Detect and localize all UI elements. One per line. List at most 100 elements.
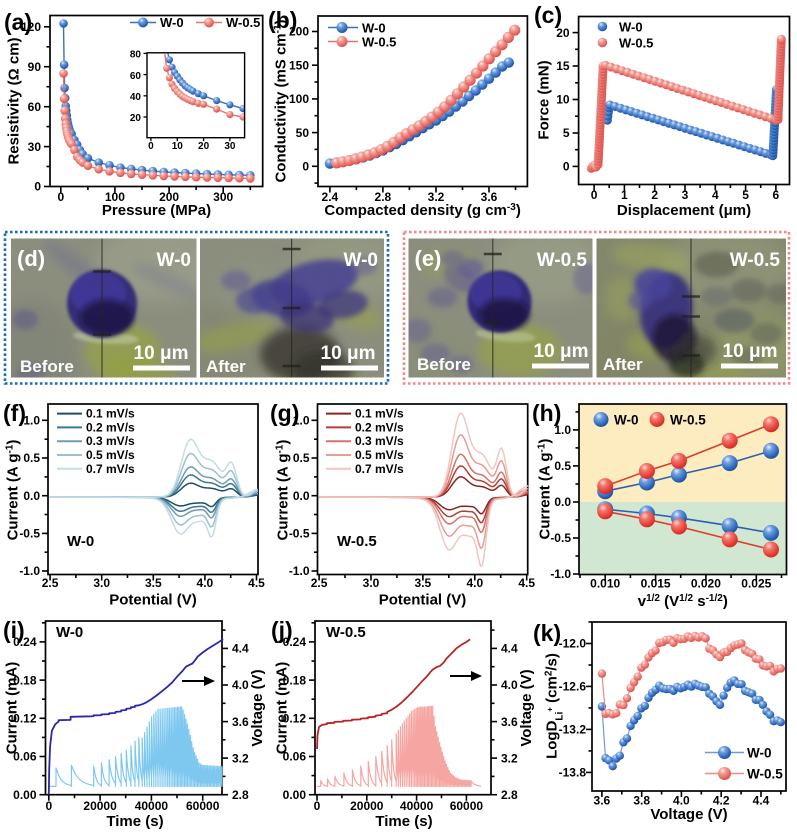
svg-text:(a): (a) — [4, 9, 32, 35]
svg-text:After: After — [603, 355, 643, 374]
svg-text:60: 60 — [28, 100, 42, 114]
svg-text:300: 300 — [213, 190, 233, 204]
svg-text:2.5: 2.5 — [311, 576, 328, 590]
svg-text:0.0: 0.0 — [23, 489, 40, 503]
svg-text:3.2: 3.2 — [501, 751, 518, 765]
svg-text:0.2 mV/s: 0.2 mV/s — [355, 420, 404, 434]
svg-text:1: 1 — [621, 188, 628, 202]
svg-text:W-0.5: W-0.5 — [619, 36, 653, 51]
svg-text:0.7 mV/s: 0.7 mV/s — [86, 462, 135, 476]
svg-text:Pressure (MPa): Pressure (MPa) — [102, 202, 211, 219]
svg-text:150: 150 — [289, 58, 309, 72]
svg-text:4: 4 — [712, 188, 719, 202]
svg-text:4.0: 4.0 — [501, 678, 518, 692]
svg-text:0.5: 0.5 — [293, 451, 310, 465]
svg-text:20: 20 — [198, 141, 210, 152]
svg-text:-1.0: -1.0 — [550, 567, 571, 581]
svg-text:(k): (k) — [533, 620, 561, 646]
svg-text:Current (A g-1): Current (A g-1) — [536, 439, 554, 540]
svg-text:Voltage (V): Voltage (V) — [249, 669, 266, 746]
svg-text:(f): (f) — [3, 400, 26, 426]
svg-text:Voltage (V): Voltage (V) — [650, 806, 727, 823]
svg-text:10 μm: 10 μm — [723, 341, 778, 362]
svg-text:4.0: 4.0 — [197, 576, 214, 590]
svg-text:30: 30 — [224, 141, 236, 152]
svg-text:10 μm: 10 μm — [534, 341, 589, 362]
svg-text:W-0: W-0 — [362, 21, 386, 36]
svg-text:0.3 mV/s: 0.3 mV/s — [86, 434, 135, 448]
svg-text:2.8: 2.8 — [501, 788, 518, 802]
svg-text:10: 10 — [172, 141, 184, 152]
svg-text:15: 15 — [556, 59, 570, 73]
svg-text:(i): (i) — [3, 617, 25, 643]
svg-text:4.4: 4.4 — [232, 642, 249, 656]
svg-text:After: After — [206, 357, 246, 376]
svg-text:(b): (b) — [268, 7, 297, 33]
svg-text:-12.6: -12.6 — [559, 680, 587, 694]
svg-text:40000: 40000 — [400, 799, 434, 813]
svg-text:4.4: 4.4 — [753, 794, 770, 808]
svg-text:W-0: W-0 — [67, 533, 94, 550]
svg-text:0: 0 — [57, 190, 64, 204]
svg-text:0: 0 — [314, 799, 321, 813]
svg-text:60: 60 — [130, 71, 142, 82]
svg-text:-1.0: -1.0 — [289, 564, 310, 578]
svg-text:100: 100 — [289, 92, 309, 106]
svg-text:W-0.5: W-0.5 — [337, 533, 377, 550]
svg-text:0.00: 0.00 — [283, 788, 307, 802]
svg-text:-12.0: -12.0 — [559, 637, 587, 651]
svg-text:3.0: 3.0 — [363, 576, 380, 590]
svg-text:80: 80 — [130, 50, 142, 61]
svg-text:0.020: 0.020 — [691, 577, 721, 591]
svg-text:90: 90 — [28, 60, 42, 74]
svg-text:Current (mA): Current (mA) — [274, 662, 291, 755]
svg-text:W-0.5: W-0.5 — [747, 767, 783, 782]
svg-text:W-0: W-0 — [747, 746, 771, 761]
svg-text:(c): (c) — [534, 2, 562, 28]
svg-text:W-0: W-0 — [619, 20, 643, 35]
svg-text:Time (s): Time (s) — [375, 813, 432, 830]
svg-text:W-0: W-0 — [614, 413, 638, 428]
svg-text:20000: 20000 — [83, 799, 117, 813]
svg-text:4.4: 4.4 — [501, 642, 518, 656]
svg-text:3.6: 3.6 — [594, 794, 611, 808]
svg-text:2.5: 2.5 — [42, 576, 59, 590]
svg-text:Force (mN): Force (mN) — [536, 60, 553, 139]
svg-text:-0.5: -0.5 — [289, 527, 310, 541]
svg-text:Current (A g-1): Current (A g-1) — [4, 440, 22, 541]
svg-text:0: 0 — [45, 799, 52, 813]
svg-text:4.0: 4.0 — [466, 576, 483, 590]
svg-text:30: 30 — [28, 140, 42, 154]
svg-text:3.8: 3.8 — [633, 794, 650, 808]
svg-text:(g): (g) — [270, 400, 299, 426]
svg-text:10: 10 — [556, 93, 570, 107]
svg-text:W-0.5: W-0.5 — [670, 413, 706, 428]
svg-text:2.8: 2.8 — [232, 788, 249, 802]
svg-text:W-0: W-0 — [56, 624, 83, 641]
svg-text:3.2: 3.2 — [232, 751, 249, 765]
svg-text:0.015: 0.015 — [641, 577, 671, 591]
svg-text:40000: 40000 — [135, 799, 169, 813]
svg-text:0.7 mV/s: 0.7 mV/s — [355, 462, 404, 476]
svg-text:W-0.5: W-0.5 — [730, 250, 781, 271]
svg-text:60000: 60000 — [186, 799, 220, 813]
svg-text:-1.0: -1.0 — [19, 564, 40, 578]
svg-text:3.6: 3.6 — [232, 715, 249, 729]
svg-text:(d): (d) — [17, 246, 45, 271]
svg-text:10 μm: 10 μm — [134, 343, 189, 364]
svg-text:4.5: 4.5 — [248, 576, 265, 590]
svg-text:Displacement (μm): Displacement (μm) — [617, 202, 751, 219]
svg-text:0.2 mV/s: 0.2 mV/s — [86, 420, 135, 434]
svg-text:Compacted density (g cm-3): Compacted density (g cm-3) — [324, 202, 520, 220]
svg-text:0: 0 — [148, 141, 154, 152]
svg-text:2: 2 — [651, 188, 658, 202]
svg-text:-0.5: -0.5 — [19, 527, 40, 541]
svg-text:0: 0 — [302, 160, 309, 174]
svg-text:60000: 60000 — [450, 799, 484, 813]
svg-text:3: 3 — [682, 188, 689, 202]
svg-text:W-0.5: W-0.5 — [326, 624, 366, 641]
svg-text:50: 50 — [296, 126, 310, 140]
svg-text:0.0: 0.0 — [554, 495, 571, 509]
svg-text:0: 0 — [591, 188, 598, 202]
svg-text:0.010: 0.010 — [590, 577, 620, 591]
